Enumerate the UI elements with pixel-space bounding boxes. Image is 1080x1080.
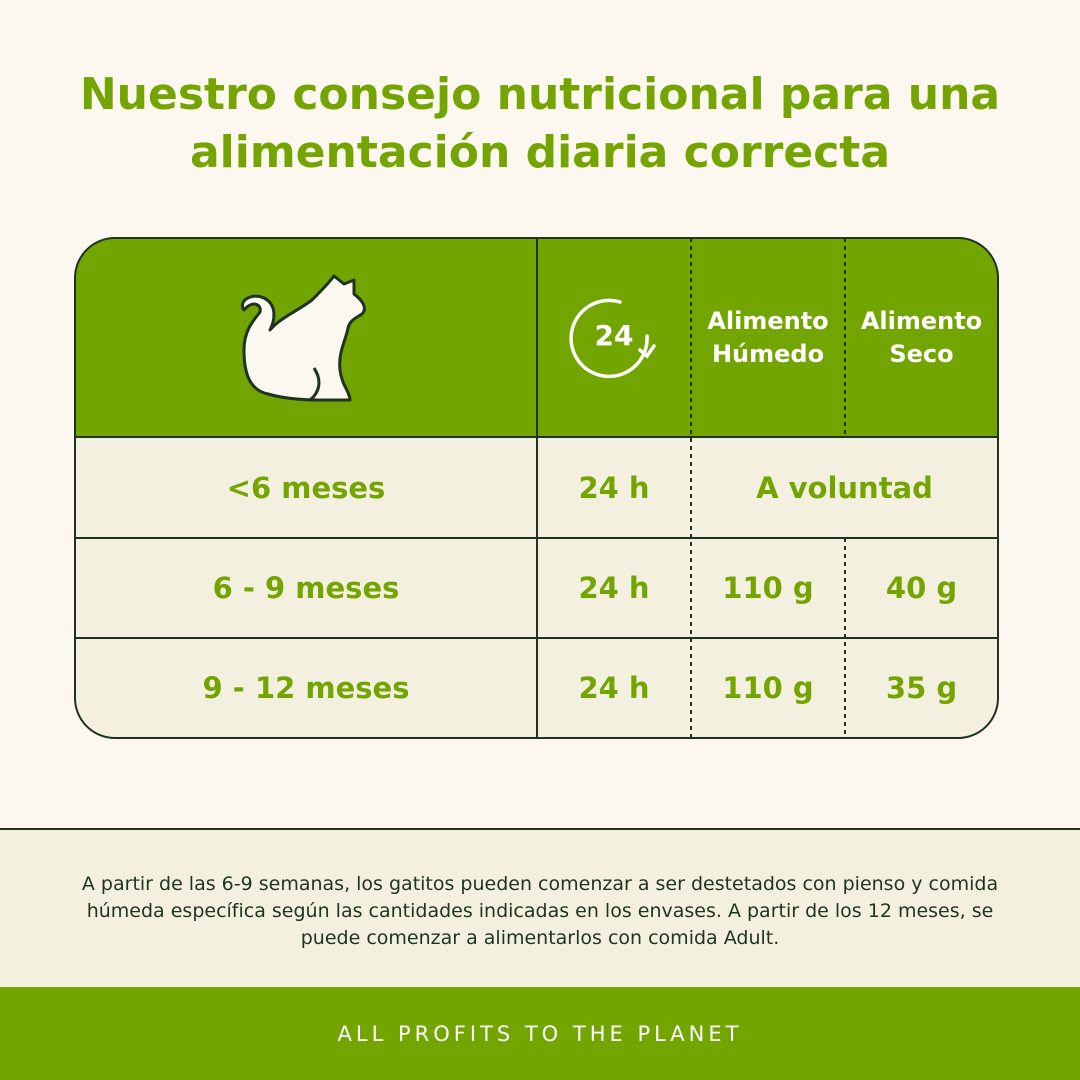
age-cell: 9 - 12 meses (202, 671, 410, 705)
amount-cell: 110 g (722, 571, 814, 605)
header-cell: Alimento Seco (860, 306, 983, 368)
header-cell: Alimento Húmedo (707, 306, 829, 368)
clock-label: 24 (594, 318, 634, 352)
time-cell: 24 h (578, 470, 650, 505)
cat-icon (241, 274, 366, 402)
age-cell: <6 meses (226, 470, 386, 505)
amount-cell: 110 g (722, 671, 814, 705)
time-cell: 24 h (578, 571, 650, 605)
title: Nuestro consejo nutricional para una ali… (79, 69, 1001, 178)
amount-cell: 35 g (885, 671, 958, 705)
age-cell: 6 - 9 meses (212, 571, 400, 605)
time-cell: 24 h (578, 671, 650, 705)
table-lines (74, 237, 999, 739)
cat-leg (309, 367, 321, 402)
note: A partir de las 6-9 semanas, los gatitos… (81, 873, 999, 949)
amount-cell: A voluntad (756, 470, 933, 505)
note-band (0, 829, 1080, 987)
amount-cell: 40 g (885, 571, 958, 605)
footer-text: ALL PROFITS TO THE PLANET (337, 1021, 743, 1046)
footer-band (0, 987, 1080, 1080)
clock-icon (569, 298, 656, 379)
